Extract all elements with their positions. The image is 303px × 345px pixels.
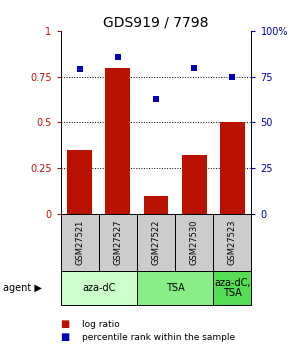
Text: GSM27530: GSM27530 — [190, 220, 199, 265]
Text: percentile rank within the sample: percentile rank within the sample — [82, 333, 235, 342]
Bar — [220, 122, 245, 214]
Bar — [61, 214, 99, 271]
Point — [115, 54, 120, 59]
Text: agent ▶: agent ▶ — [3, 283, 42, 293]
Text: GSM27527: GSM27527 — [113, 220, 122, 265]
Text: TSA: TSA — [166, 283, 185, 293]
Title: GDS919 / 7798: GDS919 / 7798 — [103, 16, 209, 30]
Bar — [99, 214, 137, 271]
Text: aza-dC,
TSA: aza-dC, TSA — [214, 278, 251, 298]
Point — [154, 96, 158, 101]
Bar — [137, 271, 213, 305]
Bar — [67, 150, 92, 214]
Text: GSM27522: GSM27522 — [152, 220, 161, 265]
Bar — [213, 271, 251, 305]
Bar — [175, 214, 213, 271]
Text: ■: ■ — [61, 332, 70, 342]
Text: GSM27523: GSM27523 — [228, 220, 237, 265]
Point — [77, 67, 82, 72]
Text: GSM27521: GSM27521 — [75, 220, 84, 265]
Text: ■: ■ — [61, 319, 70, 329]
Bar — [213, 214, 251, 271]
Bar — [182, 155, 207, 214]
Point — [192, 65, 197, 70]
Bar — [105, 68, 130, 214]
Bar — [61, 271, 137, 305]
Point — [230, 74, 235, 80]
Bar — [144, 196, 168, 214]
Bar — [137, 214, 175, 271]
Text: aza-dC: aza-dC — [82, 283, 115, 293]
Text: log ratio: log ratio — [82, 320, 120, 329]
